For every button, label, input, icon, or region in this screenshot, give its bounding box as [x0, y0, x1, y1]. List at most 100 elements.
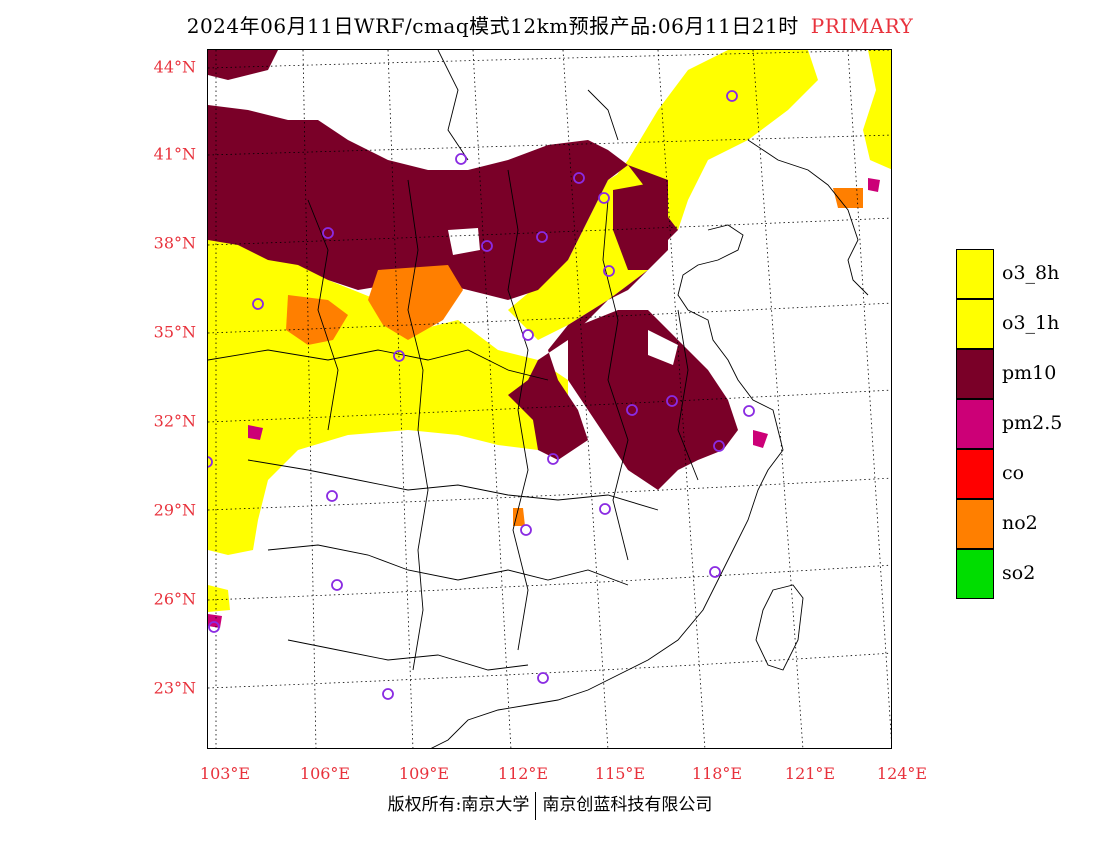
- province-border-9: [437, 50, 469, 161]
- lat-line-26: [208, 564, 891, 601]
- lat-line-23: [208, 652, 891, 689]
- station-marker: [393, 350, 405, 362]
- lon-label-118: 118°E: [691, 764, 743, 783]
- legend-label-pm25: pm2.5: [1002, 412, 1063, 434]
- boundaries: [208, 50, 869, 748]
- station-marker: [626, 404, 638, 416]
- coastline: [430, 224, 784, 748]
- clean-area-2: [448, 228, 480, 255]
- lat-label-26: 26°N: [153, 589, 196, 609]
- title-tag: PRIMARY: [810, 14, 914, 38]
- legend-label-co: co: [1002, 462, 1025, 484]
- legend-label-o3-8h: o3_8h: [1002, 262, 1060, 284]
- station-marker: [326, 490, 338, 502]
- station-marker: [252, 298, 264, 310]
- taiwan-outline: [755, 584, 804, 671]
- lat-label-35: 35°N: [153, 322, 196, 342]
- legend-label-o3-1h: o3_1h: [1002, 312, 1060, 334]
- station-marker: [208, 621, 220, 633]
- station-marker: [331, 579, 343, 591]
- copyright-footer: 版权所有:南京大学 南京创蓝科技有限公司: [0, 790, 1100, 820]
- station-marker: [547, 453, 559, 465]
- clean-area-1: [648, 330, 678, 365]
- station-marker: [666, 395, 678, 407]
- station-marker: [481, 240, 493, 252]
- region-pm10-east-block: [613, 180, 668, 270]
- region-pm25-patch-1: [868, 178, 880, 192]
- lat-line-29: [208, 477, 891, 511]
- province-border-6: [507, 169, 529, 651]
- region-o3-southwest-patch: [208, 585, 230, 612]
- lat-label-32: 32°N: [153, 411, 196, 431]
- station-marker: [709, 566, 721, 578]
- station-marker: [598, 192, 610, 204]
- legend-swatch-co: [956, 449, 994, 499]
- copyright-left: 版权所有:南京大学: [387, 795, 530, 815]
- copyright-right: 南京创蓝科技有限公司: [542, 795, 713, 815]
- map-canvas: [208, 50, 891, 748]
- station-marker: [537, 672, 549, 684]
- lon-label-115: 115°E: [594, 764, 646, 783]
- legend-label-no2: no2: [1002, 512, 1038, 534]
- legend-label-so2: so2: [1002, 562, 1036, 584]
- region-o3-far-northeast: [863, 50, 891, 170]
- region-pm10-north: [208, 105, 628, 300]
- region-pm10-east-main: [568, 310, 738, 490]
- station-marker: [743, 405, 755, 417]
- region-pm10-northwest: [208, 50, 278, 80]
- lon-label-124: 124°E: [876, 764, 928, 783]
- region-no2-west: [286, 295, 348, 345]
- legend-label-pm10: pm10: [1002, 362, 1057, 384]
- region-pm25-patch-4: [208, 614, 222, 628]
- legend-swatch-no2: [956, 499, 994, 549]
- station-marker: [599, 503, 611, 515]
- station-marker: [322, 227, 334, 239]
- map-title: 2024年06月11日WRF/cmaq模式12km预报产品:06月11日21时 P…: [0, 10, 1100, 39]
- station-marker: [713, 440, 725, 452]
- station-marker: [208, 456, 213, 468]
- province-border-8: [307, 199, 339, 431]
- lon-label-112: 112°E: [497, 764, 549, 783]
- region-pm25-patch-3: [753, 430, 768, 448]
- legend-swatch-o3-8h: [956, 249, 994, 299]
- province-border-7: [602, 199, 629, 561]
- lon-label-109: 109°E: [398, 764, 450, 783]
- province-border-10: [587, 89, 619, 141]
- legend-swatch-pm25: [956, 399, 994, 449]
- lon-label-121: 121°E: [784, 764, 836, 783]
- lat-label-23: 23°N: [153, 678, 196, 698]
- legend-swatch-so2: [956, 549, 994, 599]
- station-marker: [726, 90, 738, 102]
- legend-swatch-pm10: [956, 349, 994, 399]
- lat-label-38: 38°N: [153, 233, 196, 253]
- region-no2-south-patch: [513, 508, 525, 526]
- province-border-5: [407, 179, 429, 671]
- coast-northeast: [747, 139, 869, 296]
- station-marker: [536, 231, 548, 243]
- lon-label-106: 106°E: [299, 764, 351, 783]
- region-pm10-east: [508, 165, 678, 460]
- station-marker: [522, 329, 534, 341]
- station-marker: [520, 524, 532, 536]
- lat-label-44: 44°N: [153, 57, 196, 77]
- station-marker: [382, 688, 394, 700]
- province-border-1: [208, 349, 549, 381]
- station-marker: [455, 153, 467, 165]
- lat-label-29: 29°N: [153, 500, 196, 520]
- station-marker: [573, 172, 585, 184]
- region-no2-northeast: [833, 188, 863, 208]
- province-border-2: [247, 459, 659, 511]
- province-border-3: [267, 544, 629, 586]
- region-pm25-patch-2: [248, 425, 263, 440]
- station-marker: [603, 265, 615, 277]
- region-no2-center: [368, 265, 463, 340]
- lat-label-41: 41°N: [153, 144, 196, 164]
- title-main: 2024年06月11日WRF/cmaq模式12km预报产品:06月11日21时: [186, 14, 799, 38]
- province-border-4: [287, 639, 529, 671]
- map-frame: [207, 49, 892, 749]
- province-border-11: [677, 309, 699, 481]
- pollutant-regions: [208, 50, 891, 628]
- footer-divider: [535, 791, 537, 820]
- legend-swatch-o3-1h: [956, 299, 994, 349]
- station-markers: [208, 90, 755, 700]
